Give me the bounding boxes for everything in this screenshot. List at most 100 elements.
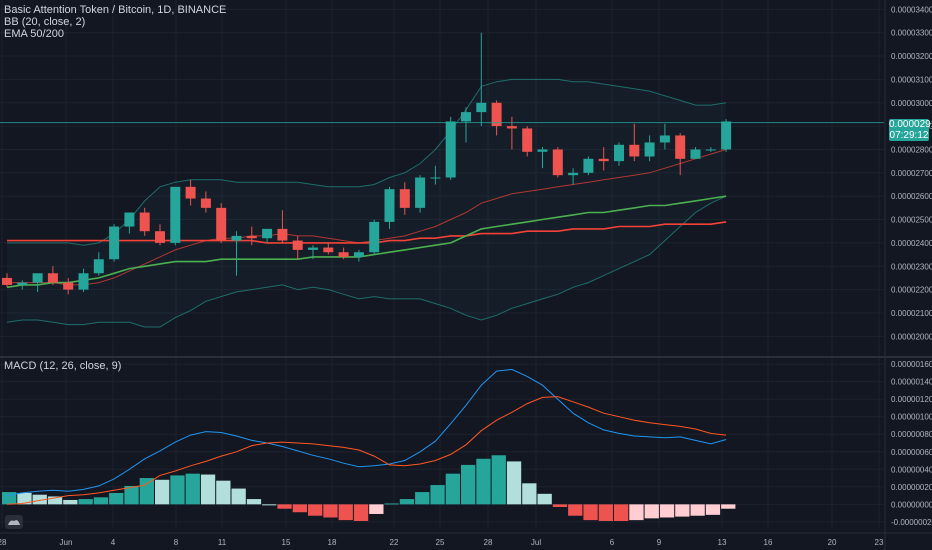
candle-body [17,282,28,285]
macd-histogram-bar [552,504,568,507]
candle-body [552,149,563,176]
candle-body [353,252,364,257]
candle [675,133,686,176]
candle [384,186,395,229]
time-axis-tick: 28 [0,538,7,547]
candle-body [155,231,165,243]
candle-body [614,144,624,162]
macd-indicator-label: MACD (12, 26, close, 9) [4,360,122,372]
candle-body [675,135,686,159]
candle [139,207,150,236]
time-axis-tick: 18 [328,538,337,547]
candle [17,280,28,290]
candle [32,273,43,292]
bb-indicator-label: BB (20, close, 2) [4,16,86,28]
price-axis-tick: 0.00003300 [891,29,932,38]
tradingview-logo-icon[interactable] [5,515,23,529]
macd-histogram-bar [155,479,170,505]
candle-body [93,259,104,274]
candle [246,226,257,246]
last-price-tag: 0.00002915 07:29:12 [889,119,932,141]
time-axis-tick: Jun [60,538,73,547]
candle [47,266,58,285]
candle-body [369,221,380,253]
countdown-timer: 07:29:12 [889,130,929,141]
time-axis-tick: 20 [828,538,837,547]
ema200-line [7,221,727,244]
candle-body [537,149,548,152]
candle-body [2,277,12,285]
macd-axis-tick: 0.00000040 [891,465,932,474]
candle-body [338,252,349,257]
candle-body [200,198,211,208]
candle-body [246,235,257,239]
candle [690,147,701,159]
price-axis-tick: 0.00002300 [891,262,932,271]
macd-histogram-bar [32,494,47,505]
candle [292,235,303,260]
candle-body [690,149,701,159]
macd-histogram-bar [216,480,231,505]
candle [430,165,441,185]
candle-body [629,144,640,157]
macd-histogram-bar [78,499,93,505]
macd-histogram-bar [277,504,292,509]
time-axis-tick: 6 [610,538,615,547]
candle-body [522,128,533,152]
time-axis-tick: 28 [484,538,493,547]
macd-axis-tick: 0.00000080 [891,430,932,439]
candle [63,277,74,295]
candle [369,219,380,255]
macd-axis-tick: 0.00000160 [891,360,932,369]
macd-histogram-bar [629,504,644,521]
macd-histogram-bar [644,504,659,519]
macd-histogram-bar [323,504,338,518]
time-axis-tick: 22 [390,538,399,547]
candle-body [277,228,288,241]
price-axis-tick: 0.00002000 [891,332,932,341]
candle [598,147,609,171]
candle-body [476,102,487,113]
price-axis-tick: 0.00002600 [891,192,932,201]
candle-body [109,226,120,260]
candle-body [292,240,303,250]
candle-body [430,177,441,179]
macd-histogram-bar [506,461,522,505]
candle [200,191,211,213]
candle [522,126,533,157]
candle [445,116,456,180]
macd-histogram-bar [292,504,307,513]
candle [461,107,471,143]
macd-histogram-bar [185,473,200,505]
candle [644,135,655,162]
macd-histogram-bar [47,496,63,505]
macd-axis-tick: 0.00000140 [891,378,932,387]
time-axis-tick: 16 [764,538,773,547]
macd-histogram-bar [583,504,598,521]
macd-histogram-bar [721,504,736,509]
candle [78,268,89,292]
candle-body [583,158,594,173]
candle [216,203,227,243]
macd-histogram-bar [139,478,154,505]
candle-body [568,172,579,176]
macd-histogram-bar [124,485,139,505]
macd-histogram-bar [2,492,17,505]
chart-title: Basic Attention Token / Bitcoin, 1D, BIN… [4,4,227,16]
bb-lower-line [6,195,727,328]
macd-histogram-bar [63,499,78,505]
candle-body [47,273,58,283]
candle-body [705,149,716,151]
time-axis-tick: 13 [718,538,727,547]
macd-histogram-bar [675,504,690,517]
candle-body [124,212,135,227]
macd-histogram-bar [522,483,537,505]
candle [308,245,318,260]
ema-indicator-label: EMA 50/200 [4,28,64,40]
macd-line [6,368,727,497]
price-axis-tick: 0.00002700 [891,169,932,178]
price-axis-tick: 0.00002200 [891,286,932,295]
price-axis-tick: 0.00003200 [891,52,932,61]
macd-histogram-bar [476,458,491,505]
